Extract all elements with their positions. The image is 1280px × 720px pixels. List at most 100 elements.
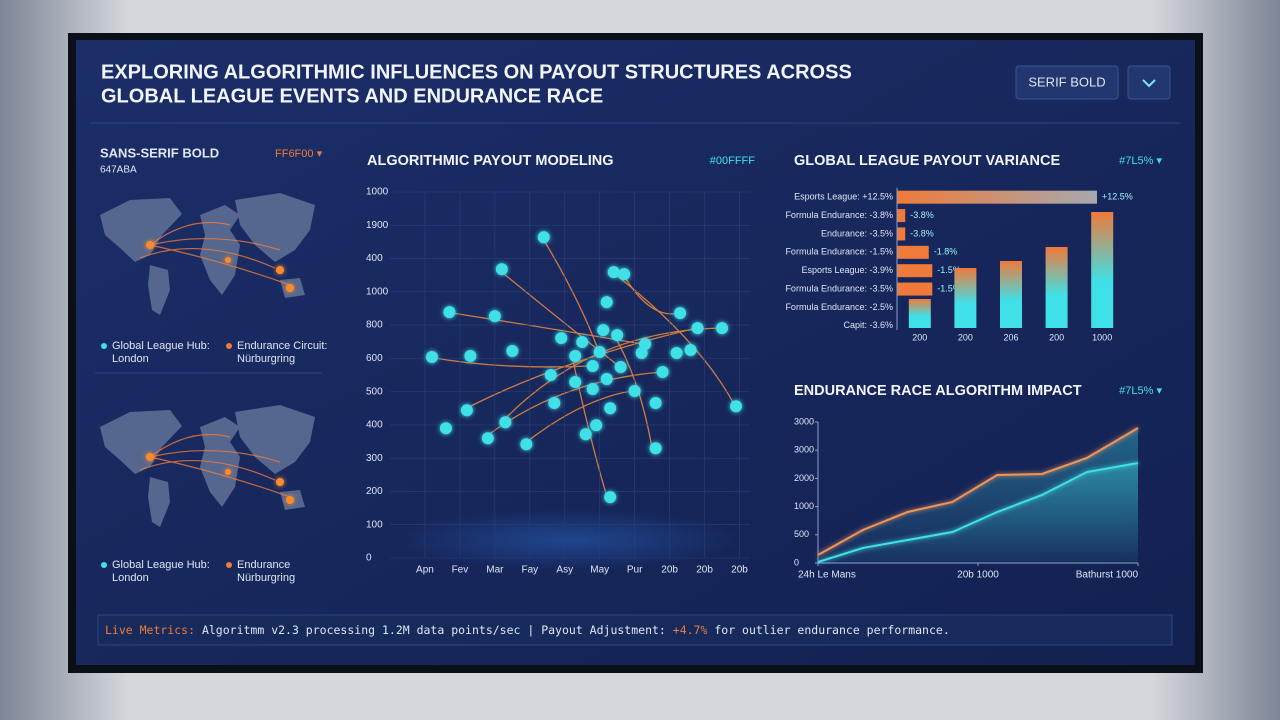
status-text: Live Metrics: Algoritmm v2.3 processing … <box>105 623 950 637</box>
chart-tag: #7L5% ▾ <box>1119 155 1162 167</box>
data-point <box>716 322 729 335</box>
bar <box>1000 261 1022 328</box>
data-point <box>520 438 533 451</box>
value-label: +12.5% <box>1102 192 1133 202</box>
data-point <box>555 332 568 345</box>
legend-dot <box>101 562 107 568</box>
data-point <box>635 347 648 360</box>
y-tick-label: 3000 <box>794 416 814 426</box>
map-legend: Global League Hub: London Endurance Circ… <box>101 340 328 584</box>
bar-label: Formula Endurance: -2.5% <box>785 302 893 312</box>
bar-label: Esports League: +12.5% <box>794 192 893 202</box>
legend-text: Endurance Circuit: <box>237 340 328 352</box>
y-tick-label: 3000 <box>794 445 814 455</box>
data-point <box>464 350 477 363</box>
legend-text: London <box>112 353 149 365</box>
title-line: GLOBAL LEAGUE EVENTS AND ENDURANCE RACE <box>101 85 603 107</box>
data-point <box>604 402 617 415</box>
legend-text: Nürburgring <box>237 572 295 584</box>
data-point <box>579 428 592 441</box>
bar-label: Endurance: -3.5% <box>821 228 893 238</box>
title-line: EXPLORING ALGORITHMIC INFLUENCES ON PAYO… <box>101 61 852 83</box>
data-point <box>593 346 606 359</box>
legend-text: Global League Hub: <box>112 559 210 571</box>
x-tick-label: 24h Le Mans <box>798 570 856 581</box>
x-tick-label: Fev <box>452 565 469 576</box>
x-tick-label: Mar <box>486 565 504 576</box>
bar <box>1091 212 1114 328</box>
data-point <box>495 263 508 276</box>
data-point <box>649 442 662 455</box>
glow <box>400 510 740 570</box>
y-tick-label: 500 <box>794 529 809 539</box>
button-label: SERIF BOLD <box>1028 74 1105 89</box>
status-message: for outlier endurance performance. <box>714 623 949 637</box>
data-point <box>611 329 624 342</box>
y-tick-label: 0 <box>366 553 372 564</box>
bar <box>1045 247 1068 328</box>
status-highlight: +4.7% <box>673 623 708 637</box>
bar <box>908 299 931 328</box>
chevron-icon <box>1142 79 1156 88</box>
bar-label: Formula Endurance: -1.5% <box>785 247 893 257</box>
data-point <box>506 345 519 358</box>
bar <box>897 282 933 296</box>
y-tick-label: 0 <box>794 557 799 567</box>
legend-text: Endurance <box>237 559 290 571</box>
data-point <box>586 360 599 373</box>
data-point <box>576 336 589 349</box>
data-point <box>649 396 662 409</box>
legend-text: Nürburgring <box>237 353 295 365</box>
chart-title: GLOBAL LEAGUE PAYOUT VARIANCE <box>794 153 1060 169</box>
x-tick-label: 20b <box>661 565 678 576</box>
y-tick-label: 1000 <box>794 501 814 511</box>
data-point <box>607 266 620 279</box>
dropdown-button[interactable] <box>1127 65 1171 100</box>
data-point <box>600 372 613 385</box>
font-button[interactable] <box>1015 65 1119 100</box>
color-code: 647ABA <box>100 165 137 176</box>
x-tick-label: 1000 <box>1092 332 1112 342</box>
y-tick-label: 300 <box>366 453 383 464</box>
data-point <box>691 322 704 335</box>
x-tick-label: Bathurst 1000 <box>1076 570 1139 581</box>
y-tick-label: 100 <box>366 519 383 530</box>
data-point <box>569 375 582 388</box>
line <box>817 427 1139 556</box>
legend-dot <box>226 343 232 349</box>
bar-label: Formula Endurance: -3.5% <box>785 283 893 293</box>
value-label: -1.8% <box>934 247 958 257</box>
legend-dot <box>101 343 107 349</box>
y-tick-label: 2000 <box>794 473 814 483</box>
y-tick-label: 400 <box>366 420 383 431</box>
status-label: Live Metrics: <box>105 623 195 637</box>
x-tick-label: Asy <box>556 565 573 576</box>
data-point <box>481 432 494 445</box>
y-tick-label: 200 <box>366 486 383 497</box>
x-tick-label: 200 <box>958 332 973 342</box>
x-tick-label: Fay <box>521 565 538 576</box>
panel-label: SANS-SERIF BOLD <box>100 145 219 160</box>
x-tick-label: 20b <box>731 565 748 576</box>
data-point <box>618 268 631 281</box>
data-point <box>499 416 512 429</box>
chart-tag: #00FFFF <box>710 155 756 167</box>
bar-label: Capit: -3.6% <box>843 320 893 330</box>
x-tick-label: May <box>590 565 609 576</box>
x-tick-label: 200 <box>1049 332 1064 342</box>
data-point <box>684 344 697 357</box>
status-bar <box>97 614 1173 646</box>
bar <box>897 245 929 259</box>
data-point <box>460 404 473 417</box>
legend-text: London <box>112 572 149 584</box>
data-point <box>488 310 501 323</box>
y-tick-label: 800 <box>366 320 383 331</box>
value-label: -1.5% <box>937 265 961 275</box>
bar <box>897 227 906 241</box>
y-tick-label: 1900 <box>366 220 389 231</box>
status-message: Algoritmm v2.3 processing 1.2M data poin… <box>202 623 666 637</box>
data-point <box>443 306 456 319</box>
data-point <box>586 382 599 395</box>
data-point <box>656 366 669 379</box>
